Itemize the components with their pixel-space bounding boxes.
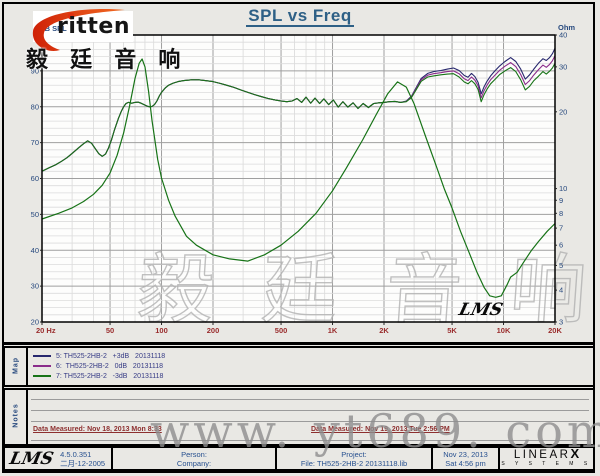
legend: 5: TH525-2HB-2 +3dB 20131118 6: TH525-2HB…: [33, 351, 165, 381]
lms-logo: LMS: [7, 448, 56, 469]
svg-text:20: 20: [31, 318, 39, 327]
left-axis-unit-label: dB SPL: [40, 24, 67, 33]
notes-ruled-line: [31, 399, 589, 400]
svg-text:30: 30: [559, 62, 567, 71]
notes-tab: Notes: [5, 390, 28, 444]
curve-3: [41, 63, 556, 172]
status-cell-project: Project: File: TH525-2HB-2 20131118.lib: [277, 448, 433, 469]
svg-text:500: 500: [275, 326, 288, 335]
svg-text:3: 3: [559, 318, 563, 327]
status-cell-person: Person: Company:: [113, 448, 277, 469]
svg-text:20: 20: [559, 107, 567, 116]
svg-text:10: 10: [559, 184, 567, 193]
svg-text:70: 70: [31, 138, 39, 147]
svg-text:50: 50: [106, 326, 114, 335]
map-tab-label: Map: [12, 356, 20, 374]
note-data-measured-2: Data Measured: Nov 19, 2013 Tue 2:56 PM: [311, 426, 450, 433]
legend-item: 5: TH525-2HB-2 +3dB 20131118: [33, 351, 165, 361]
lms-plot-logo: LMS: [456, 300, 505, 320]
svg-text:30: 30: [31, 282, 39, 291]
right-axis-labels: 40 30 20 10 9 8 7 6 5 4 3: [555, 31, 567, 327]
notes-ruled-line: [31, 421, 589, 422]
page-title: SPL vs Freq: [246, 6, 354, 27]
notes-ruled-line: [31, 440, 589, 441]
legend-item: 7: TH525-2HB-2 -3dB 20131118: [33, 371, 165, 381]
svg-text:6: 6: [559, 241, 563, 250]
svg-text:8: 8: [559, 209, 563, 218]
svg-text:40: 40: [559, 31, 567, 40]
svg-text:200: 200: [207, 326, 220, 335]
map-tab: Map: [5, 348, 28, 385]
svg-text:7: 7: [559, 224, 563, 233]
legend-item: 6: TH525-2HB-2 0dB 20131118: [33, 361, 165, 371]
app-version-date: 二月-12-2005: [60, 458, 106, 468]
status-cell-version: LMS 4.5.0.351 二月-12-2005: [5, 448, 113, 469]
person-label: Person:: [181, 449, 207, 459]
svg-text:1K: 1K: [328, 326, 338, 335]
svg-text:5: 5: [559, 261, 563, 270]
legend-label: 6: TH525-2HB-2 0dB 20131118: [56, 362, 164, 370]
svg-text:90: 90: [31, 66, 39, 75]
svg-text:60: 60: [31, 174, 39, 183]
legend-label: 7: TH525-2HB-2 -3dB 20131118: [56, 372, 164, 380]
legend-swatch: [33, 355, 51, 357]
status-cell-datetime: Nov 23, 2013 Sat 4:56 pm: [433, 448, 500, 469]
linearx-logo: LINEARX S Y S T E M S: [501, 445, 592, 467]
notes-tab-label: Notes: [12, 403, 20, 428]
notes-ruled-line: [31, 410, 589, 411]
svg-text:40: 40: [31, 246, 39, 255]
project-label: Project:: [341, 449, 367, 459]
svg-text:2K: 2K: [379, 326, 389, 335]
legend-label: 5: TH525-2HB-2 +3dB 20131118: [56, 352, 166, 360]
status-cell-brand: LINEARX S Y S T E M S: [500, 445, 593, 469]
project-file: File: TH525-2HB-2 20131118.lib: [300, 458, 408, 468]
svg-text:20 Hz: 20 Hz: [36, 326, 56, 335]
chinese-watermark: 毅 廷 音 响: [135, 245, 600, 334]
svg-text:20K: 20K: [548, 326, 562, 335]
legend-swatch: [33, 375, 51, 377]
map-section: Map 5: TH525-2HB-2 +3dB 20131118 6: TH525…: [3, 346, 595, 387]
svg-text:80: 80: [31, 102, 39, 111]
svg-text:50: 50: [31, 210, 39, 219]
legend-swatch: [33, 365, 51, 367]
left-axis-labels: 90 80 70 60 50 40 30 20: [31, 66, 42, 327]
x-axis-labels: 20 Hz 50 100 200 500 1K 2K 5K 10K 20K: [36, 322, 562, 335]
status-date: Nov 23, 2013: [443, 449, 488, 459]
svg-text:4: 4: [559, 286, 563, 295]
curve-4: [41, 58, 556, 298]
svg-text:9: 9: [559, 196, 563, 205]
spl-vs-freq-chart: 毅 廷 音 响 20 Hz 50 100 200 500 1K 2K 5K 10K 20K 90 80 7…: [3, 31, 600, 345]
svg-text:100: 100: [155, 326, 168, 335]
status-time: Sat 4:56 pm: [445, 458, 486, 468]
svg-text:10K: 10K: [497, 326, 511, 335]
company-label: Company:: [176, 458, 212, 468]
svg-text:5K: 5K: [447, 326, 457, 335]
note-data-measured-1: Data Measured: Nov 18, 2013 Mon 8:33: [33, 426, 162, 433]
status-bar: LMS 4.5.0.351 二月-12-2005 Person: Company…: [3, 446, 595, 471]
right-axis-unit-label: Ohm: [558, 23, 576, 32]
chart-section-divider: [3, 342, 595, 344]
app-version: 4.5.0.351: [60, 449, 92, 459]
notes-section: Notes Data Measured: Nov 18, 2013 Mon 8:…: [3, 388, 595, 446]
